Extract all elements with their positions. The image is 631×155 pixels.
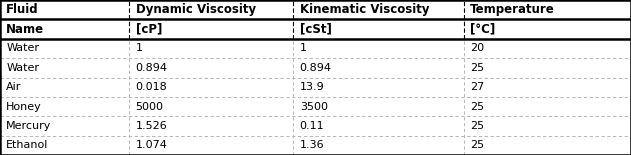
Text: 0.894: 0.894 [136, 63, 168, 73]
Text: 25: 25 [470, 121, 484, 131]
Text: Air: Air [6, 82, 21, 92]
Text: 25: 25 [470, 102, 484, 112]
Text: Water: Water [6, 63, 39, 73]
Text: Fluid: Fluid [6, 3, 39, 16]
Text: 1.36: 1.36 [300, 140, 324, 150]
Text: 20: 20 [470, 43, 484, 53]
Text: [cSt]: [cSt] [300, 23, 332, 35]
Text: Mercury: Mercury [6, 121, 52, 131]
Text: 1.526: 1.526 [136, 121, 167, 131]
Text: 25: 25 [470, 140, 484, 150]
Text: 3500: 3500 [300, 102, 327, 112]
Text: [cP]: [cP] [136, 23, 162, 35]
Text: 0.894: 0.894 [300, 63, 332, 73]
Text: 0.11: 0.11 [300, 121, 324, 131]
Text: 27: 27 [470, 82, 485, 92]
Text: Kinematic Viscosity: Kinematic Viscosity [300, 3, 429, 16]
Text: Dynamic Viscosity: Dynamic Viscosity [136, 3, 256, 16]
Text: [°C]: [°C] [470, 23, 495, 35]
Text: 1: 1 [300, 43, 307, 53]
Text: 1.074: 1.074 [136, 140, 168, 150]
Text: 1: 1 [136, 43, 143, 53]
Text: Water: Water [6, 43, 39, 53]
Text: Name: Name [6, 23, 44, 35]
Text: 25: 25 [470, 63, 484, 73]
Text: Ethanol: Ethanol [6, 140, 49, 150]
Text: 5000: 5000 [136, 102, 163, 112]
Text: 13.9: 13.9 [300, 82, 324, 92]
Text: 0.018: 0.018 [136, 82, 167, 92]
Text: Temperature: Temperature [470, 3, 555, 16]
Text: Honey: Honey [6, 102, 42, 112]
